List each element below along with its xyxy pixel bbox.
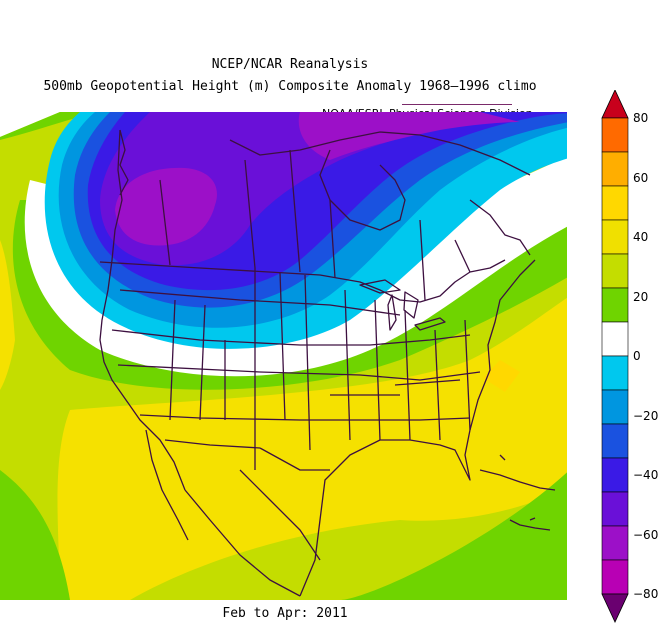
coastline-labrador [469,199,531,256]
colorbar-cell [601,423,629,459]
colorbar-cell [601,185,629,221]
colorbar-cell [601,559,629,595]
colorbar-cell [601,253,629,289]
colorbar-tick-label: −80 [633,587,659,601]
band-gold-spot [483,360,520,392]
coastline-cuba [479,469,556,491]
colorbar-cell [601,491,629,527]
great-lake-huron [403,291,419,319]
credit-underline [402,104,512,105]
colorbar-cell [601,219,629,255]
colorbar-tick-label: 60 [633,170,649,185]
colorbar-cell [601,525,629,561]
colorbar-top-arrow [601,90,629,119]
band-yellow-west [0,240,15,390]
colorbar-tick-label: 80 [633,111,649,125]
great-lake-michigan [387,294,397,331]
colorbar-tick-label: 20 [633,289,649,304]
coastline-alaska [119,129,129,196]
boundaries [99,129,556,597]
colorbar-cell [601,321,629,357]
coastline-baja [145,429,189,541]
coastline-hudson-bay [319,149,406,231]
great-lake-superior [359,279,401,294]
coastline-west [99,129,186,491]
colorbar-tick-label: −20 [633,408,659,423]
map-subtitle: 500mb Geopotential Height (m) Composite … [43,79,537,94]
band-violet-north [298,112,520,160]
coastline-caribbean [509,519,551,531]
border-canada-us [99,259,506,303]
colorbar [601,90,629,623]
colorbar-tick-label: 40 [633,230,649,244]
great-lake-erie [414,317,446,331]
colorbar-cell [601,287,629,323]
colorbar-bottom-arrow [601,593,629,623]
anomaly-map [0,112,567,600]
colorbar-cell [601,389,629,425]
coastline-arctic [229,131,531,176]
colorbar-cell [601,355,629,391]
coastline-mexico [184,489,301,597]
band-green-southeast [340,460,567,600]
colorbar-tick-label: 0 [633,349,641,363]
colorbar-tick-label: −60 [633,527,659,542]
coastline-east [469,259,536,431]
time-period-label: Feb to Apr: 2011 [222,606,348,621]
band-yellow [57,290,567,600]
colorbar-cell [601,457,629,493]
colorbar-cell [601,117,629,153]
band-violet [115,167,217,246]
map-title: NCEP/NCAR Reanalysis [211,57,369,72]
colorbar-cell [601,151,629,187]
colorbar-tick-label: −40 [633,468,659,482]
band-green-southwest [0,470,70,600]
